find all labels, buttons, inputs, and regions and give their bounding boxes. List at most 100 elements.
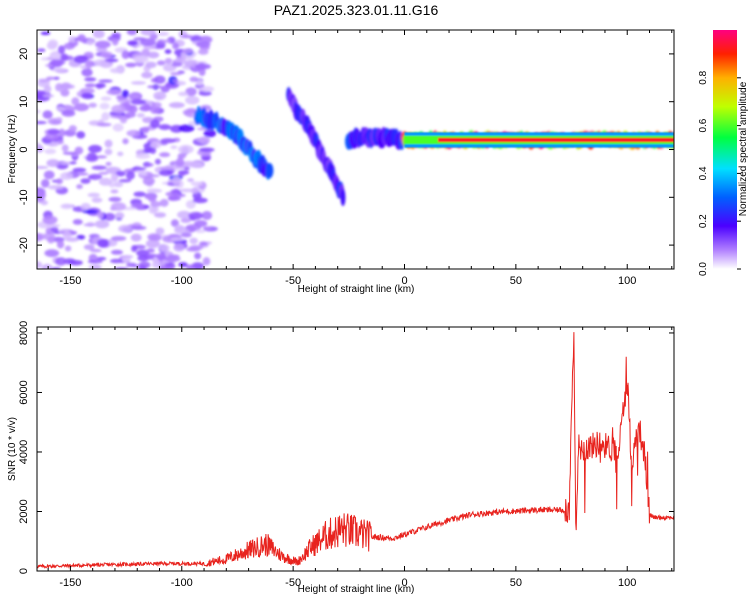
colorbar-tick-label: 0.6 [698,118,709,132]
noise-blob [55,178,63,185]
noise-blob [84,59,93,69]
noise-blob [185,200,196,209]
noise-blob [83,244,95,251]
colorbar-gradient [713,30,737,269]
noise-blob [202,156,211,161]
noise-blob [37,121,47,125]
noise-blob [76,234,86,240]
noise-blob [64,245,72,252]
noise-blob [91,165,107,170]
noise-blob [114,212,125,219]
noise-blob [172,79,179,84]
noise-blob [182,48,194,55]
noise-blob [143,103,151,111]
noise-blob [165,191,181,197]
noise-blob [140,30,156,36]
noise-blob [127,94,141,98]
noise-blob [195,41,211,48]
noise-blob [98,79,113,83]
noise-blob [201,210,213,220]
noise-blob [164,49,172,55]
noise-blob [72,219,83,225]
noise-blob [98,171,109,175]
noise-blob [145,239,161,249]
noise-blob [185,107,198,114]
snr-y-axis-title: SNR (10 * v/v) [7,417,18,481]
noise-blob [79,87,95,94]
spectrogram-y-tick-label: 10 [18,96,30,108]
noise-blob [141,126,149,134]
snr-x-tick-label: 100 [618,577,636,589]
snr-y-tick-label: 4000 [18,440,30,464]
noise-blob [120,255,134,259]
noise-blob [111,104,127,114]
noise-blob [95,155,108,159]
noise-blob [142,176,155,186]
noise-blob [194,220,208,227]
snr-x-tick-label: 0 [401,577,407,589]
noise-blob [178,144,194,154]
noise-blob [199,86,215,93]
noise-blob [46,76,55,81]
noise-blob [182,160,196,167]
noise-blob [185,95,200,105]
noise-blob [111,36,119,46]
spectrogram-x-axis-title: Height of straight line (km) [298,284,415,295]
noise-blob [94,40,111,49]
noise-blob [170,219,179,227]
colorbar-tick-label: 0.2 [698,214,709,228]
noise-blob [47,128,60,135]
noise-blob [133,55,149,64]
noise-blob [110,202,127,211]
noise-blob [128,105,138,114]
noise-blob [174,226,190,235]
colorbar-label: Normalized spectral amplitude [738,81,749,216]
noise-blob [190,181,203,187]
noise-blob [154,75,166,84]
noise-blob [88,144,102,153]
noise-blob [161,39,171,43]
noise-blob [147,85,163,89]
noise-blob [126,262,137,268]
noise-blob [100,51,113,59]
noise-blob [173,243,185,252]
noise-blob [96,122,112,127]
noise-blob [172,42,180,50]
noise-blob [73,55,89,64]
noise-blob [179,188,194,193]
noise-blob [49,60,66,65]
noise-blob [194,252,202,260]
noise-blob [80,92,93,99]
noise-blob [47,39,59,49]
noise-blob [109,258,123,264]
noise-blob [148,205,158,214]
noise-blob [130,225,147,231]
noise-blob [60,82,72,90]
noise-blob [83,223,96,227]
noise-blob [175,157,185,167]
noise-blob [46,159,60,168]
noise-blob [189,237,198,245]
noise-blob [178,91,189,97]
noise-blob [198,90,212,96]
noise-blob [135,153,151,159]
noise-blob [76,131,86,139]
noise-blob [42,94,55,98]
noise-blob [147,233,162,241]
noise-blob [61,144,69,152]
noise-blob [170,237,184,242]
noise-blob [202,226,212,230]
noise-blob [138,266,147,269]
noise-blob [154,212,167,218]
noise-blob [189,245,204,250]
noise-blob [60,203,73,210]
noise-blob [195,229,206,234]
noise-blob [100,96,112,101]
snr-x-tick-label: 50 [510,577,522,589]
noise-blob [167,195,178,201]
noise-blob [147,51,160,59]
noise-blob [158,124,171,130]
noise-blob [170,145,178,150]
